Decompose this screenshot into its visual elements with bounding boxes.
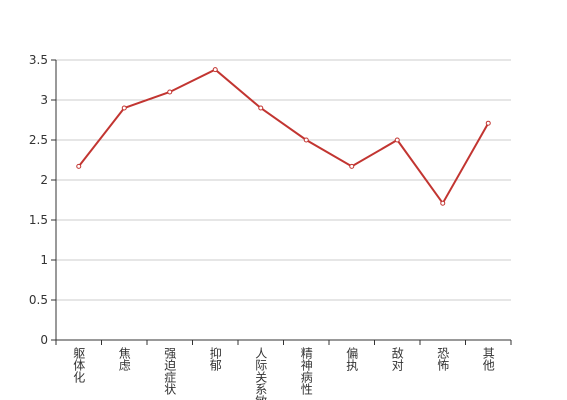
y-tick-label: 3.5 xyxy=(29,53,48,67)
point xyxy=(394,137,400,143)
y-tick-label: 1 xyxy=(40,253,48,267)
x-tick-label: 其他 xyxy=(481,347,495,371)
point xyxy=(121,105,127,111)
point xyxy=(303,137,309,143)
point xyxy=(258,105,264,111)
y-tick-label: 2 xyxy=(40,173,48,187)
point xyxy=(485,120,491,126)
y-tick-label: 2.5 xyxy=(29,133,48,147)
x-tick-label: 躯体化 xyxy=(72,346,86,384)
y-tick-label: 0.5 xyxy=(29,293,48,307)
x-tick-label: 人际关系敏感 xyxy=(254,347,268,400)
point xyxy=(349,163,355,169)
point xyxy=(167,89,173,95)
x-tick-label: 抑郁 xyxy=(208,346,222,372)
point xyxy=(212,67,218,73)
x-tick-label: 偏执 xyxy=(345,346,359,372)
x-tick-label: 精神病性 xyxy=(299,347,313,396)
point xyxy=(76,163,82,169)
x-tick-label: 强迫症状 xyxy=(163,347,177,395)
y-tick-label: 1.5 xyxy=(29,213,48,227)
point xyxy=(440,200,446,206)
y-tick-label: 0 xyxy=(40,333,48,347)
y-tick-label: 3 xyxy=(40,93,48,107)
x-tick-label: 敌对 xyxy=(390,346,404,371)
x-tick-label: 恐怖 xyxy=(436,347,450,371)
line xyxy=(77,68,490,206)
x-tick-label: 焦虑 xyxy=(117,347,131,371)
